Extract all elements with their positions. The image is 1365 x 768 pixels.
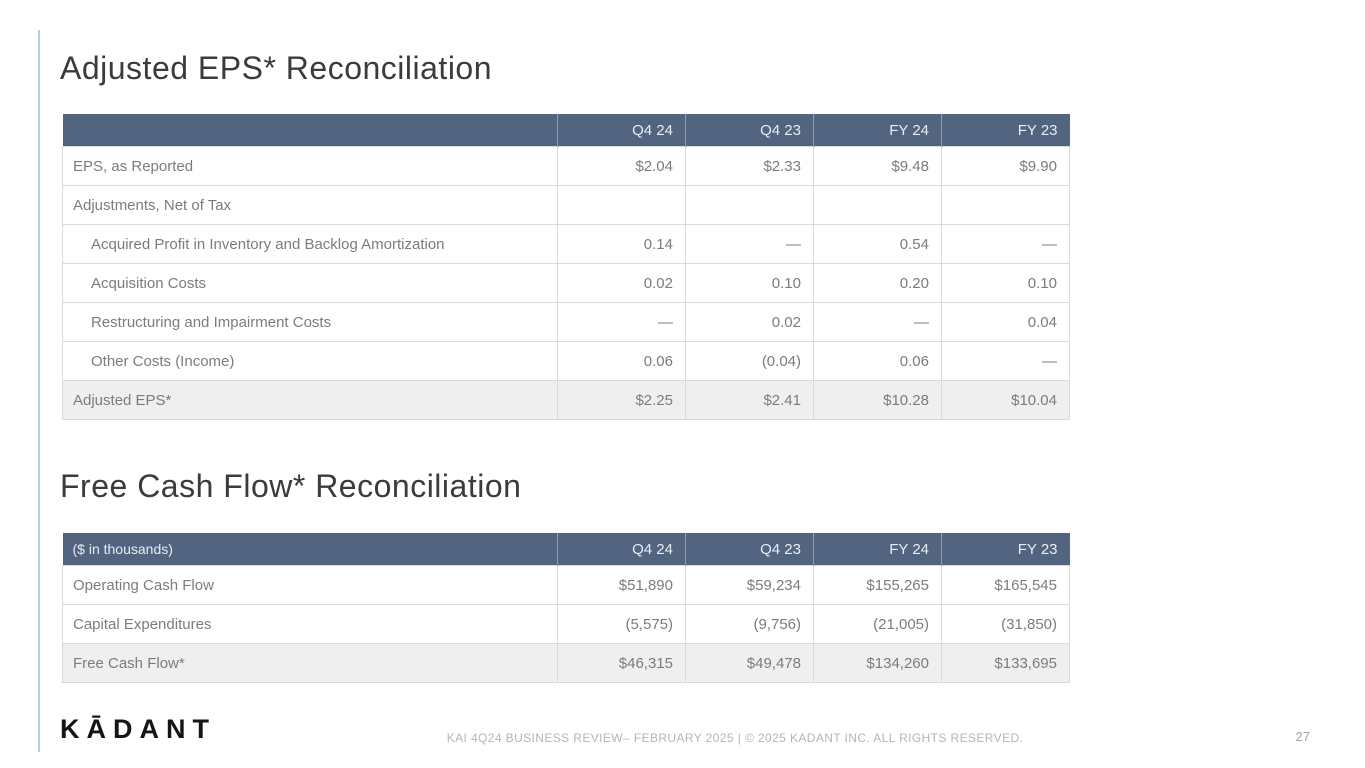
row-label: Acquired Profit in Inventory and Backlog… bbox=[62, 224, 558, 264]
row-value: $59,234 bbox=[685, 565, 814, 605]
row-value: — bbox=[941, 341, 1070, 381]
row-label: Adjusted EPS* bbox=[62, 380, 558, 420]
row-label: Other Costs (Income) bbox=[62, 341, 558, 381]
row-value: 0.02 bbox=[557, 263, 686, 303]
eps-reconciliation-table: Q4 24 Q4 23 FY 24 FY 23 EPS, as Reported $2.… bbox=[62, 114, 1070, 420]
row-value: $2.25 bbox=[557, 380, 686, 420]
column-header: Q4 23 bbox=[685, 533, 814, 566]
kadant-logo: KĀDANT bbox=[60, 714, 216, 744]
row-value: 0.04 bbox=[941, 302, 1070, 342]
row-value bbox=[941, 185, 1070, 225]
row-label: Acquisition Costs bbox=[62, 263, 558, 303]
row-value bbox=[557, 185, 686, 225]
row-value: $155,265 bbox=[813, 565, 942, 605]
row-value: 0.54 bbox=[813, 224, 942, 264]
fcf-section-title: Free Cash Flow* Reconciliation bbox=[60, 468, 522, 504]
table-row: Operating Cash Flow $51,890 $59,234 $155,26… bbox=[62, 565, 1070, 605]
row-value: (21,005) bbox=[813, 604, 942, 644]
fcf-table-header-row: ($ in thousands) Q4 24 Q4 23 FY 24 FY 23 bbox=[62, 533, 1070, 566]
row-value: (9,756) bbox=[685, 604, 814, 644]
column-header: Q4 24 bbox=[557, 533, 686, 566]
column-header: FY 23 bbox=[941, 114, 1070, 147]
row-value: 0.10 bbox=[941, 263, 1070, 303]
column-header: Q4 24 bbox=[557, 114, 686, 147]
row-value: (0.04) bbox=[685, 341, 814, 381]
table-row: Free Cash Flow* $46,315 $49,478 $134,260 $13… bbox=[62, 643, 1070, 683]
table-row: Adjusted EPS* $2.25 $2.41 $10.28 $10.04 bbox=[62, 380, 1070, 420]
row-value: $51,890 bbox=[557, 565, 686, 605]
column-header: FY 23 bbox=[941, 533, 1070, 566]
row-label: Capital Expenditures bbox=[62, 604, 558, 644]
table-row: Adjustments, Net of Tax bbox=[62, 185, 1070, 225]
row-value: $2.33 bbox=[685, 146, 814, 186]
row-label: EPS, as Reported bbox=[62, 146, 558, 186]
row-value: (31,850) bbox=[941, 604, 1070, 644]
row-value: 0.20 bbox=[813, 263, 942, 303]
row-value: 0.06 bbox=[557, 341, 686, 381]
row-label: Adjustments, Net of Tax bbox=[62, 185, 558, 225]
row-value: — bbox=[685, 224, 814, 264]
units-label: ($ in thousands) bbox=[62, 533, 558, 566]
page-number: 27 bbox=[1295, 729, 1310, 744]
row-value: 0.06 bbox=[813, 341, 942, 381]
row-value: 0.14 bbox=[557, 224, 686, 264]
table-row: Restructuring and Impairment Costs —0.02—… bbox=[62, 302, 1070, 342]
accent-vertical-line bbox=[38, 30, 40, 752]
row-value: (5,575) bbox=[557, 604, 686, 644]
row-value: $9.90 bbox=[941, 146, 1070, 186]
table-row: EPS, as Reported $2.04 $2.33 $9.48 $9.90 bbox=[62, 146, 1070, 186]
row-value: $134,260 bbox=[813, 643, 942, 683]
table-row: Acquired Profit in Inventory and Backlog… bbox=[62, 224, 1070, 264]
eps-section-title: Adjusted EPS* Reconciliation bbox=[60, 50, 493, 86]
eps-table-header-row: Q4 24 Q4 23 FY 24 FY 23 bbox=[62, 114, 1070, 147]
row-value bbox=[813, 185, 942, 225]
units-label bbox=[62, 114, 558, 147]
row-label: Restructuring and Impairment Costs bbox=[62, 302, 558, 342]
row-value: $2.04 bbox=[557, 146, 686, 186]
column-header: Q4 23 bbox=[685, 114, 814, 147]
row-value: 0.10 bbox=[685, 263, 814, 303]
column-header: FY 24 bbox=[813, 533, 942, 566]
footer-copyright-text: KAI 4Q24 BUSINESS REVIEW– FEBRUARY 2025 … bbox=[446, 731, 1024, 745]
row-value: 0.02 bbox=[685, 302, 814, 342]
row-value: — bbox=[813, 302, 942, 342]
table-row: Other Costs (Income) 0.06 (0.04) 0.06— bbox=[62, 341, 1070, 381]
column-header: FY 24 bbox=[813, 114, 942, 147]
row-value: $2.41 bbox=[685, 380, 814, 420]
row-label: Operating Cash Flow bbox=[62, 565, 558, 605]
row-value bbox=[685, 185, 814, 225]
row-value: $9.48 bbox=[813, 146, 942, 186]
row-value: $49,478 bbox=[685, 643, 814, 683]
table-row: Acquisition Costs 0.02 0.10 0.20 0.10 bbox=[62, 263, 1070, 303]
row-value: — bbox=[941, 224, 1070, 264]
row-value: $133,695 bbox=[941, 643, 1070, 683]
fcf-reconciliation-table: ($ in thousands) Q4 24 Q4 23 FY 24 FY 23 Ope… bbox=[62, 533, 1070, 683]
row-value: — bbox=[557, 302, 686, 342]
row-value: $165,545 bbox=[941, 565, 1070, 605]
row-value: $10.04 bbox=[941, 380, 1070, 420]
row-value: $46,315 bbox=[557, 643, 686, 683]
row-label: Free Cash Flow* bbox=[62, 643, 558, 683]
row-value: $10.28 bbox=[813, 380, 942, 420]
table-row: Capital Expenditures (5,575) (9,756) (21,00… bbox=[62, 604, 1070, 644]
